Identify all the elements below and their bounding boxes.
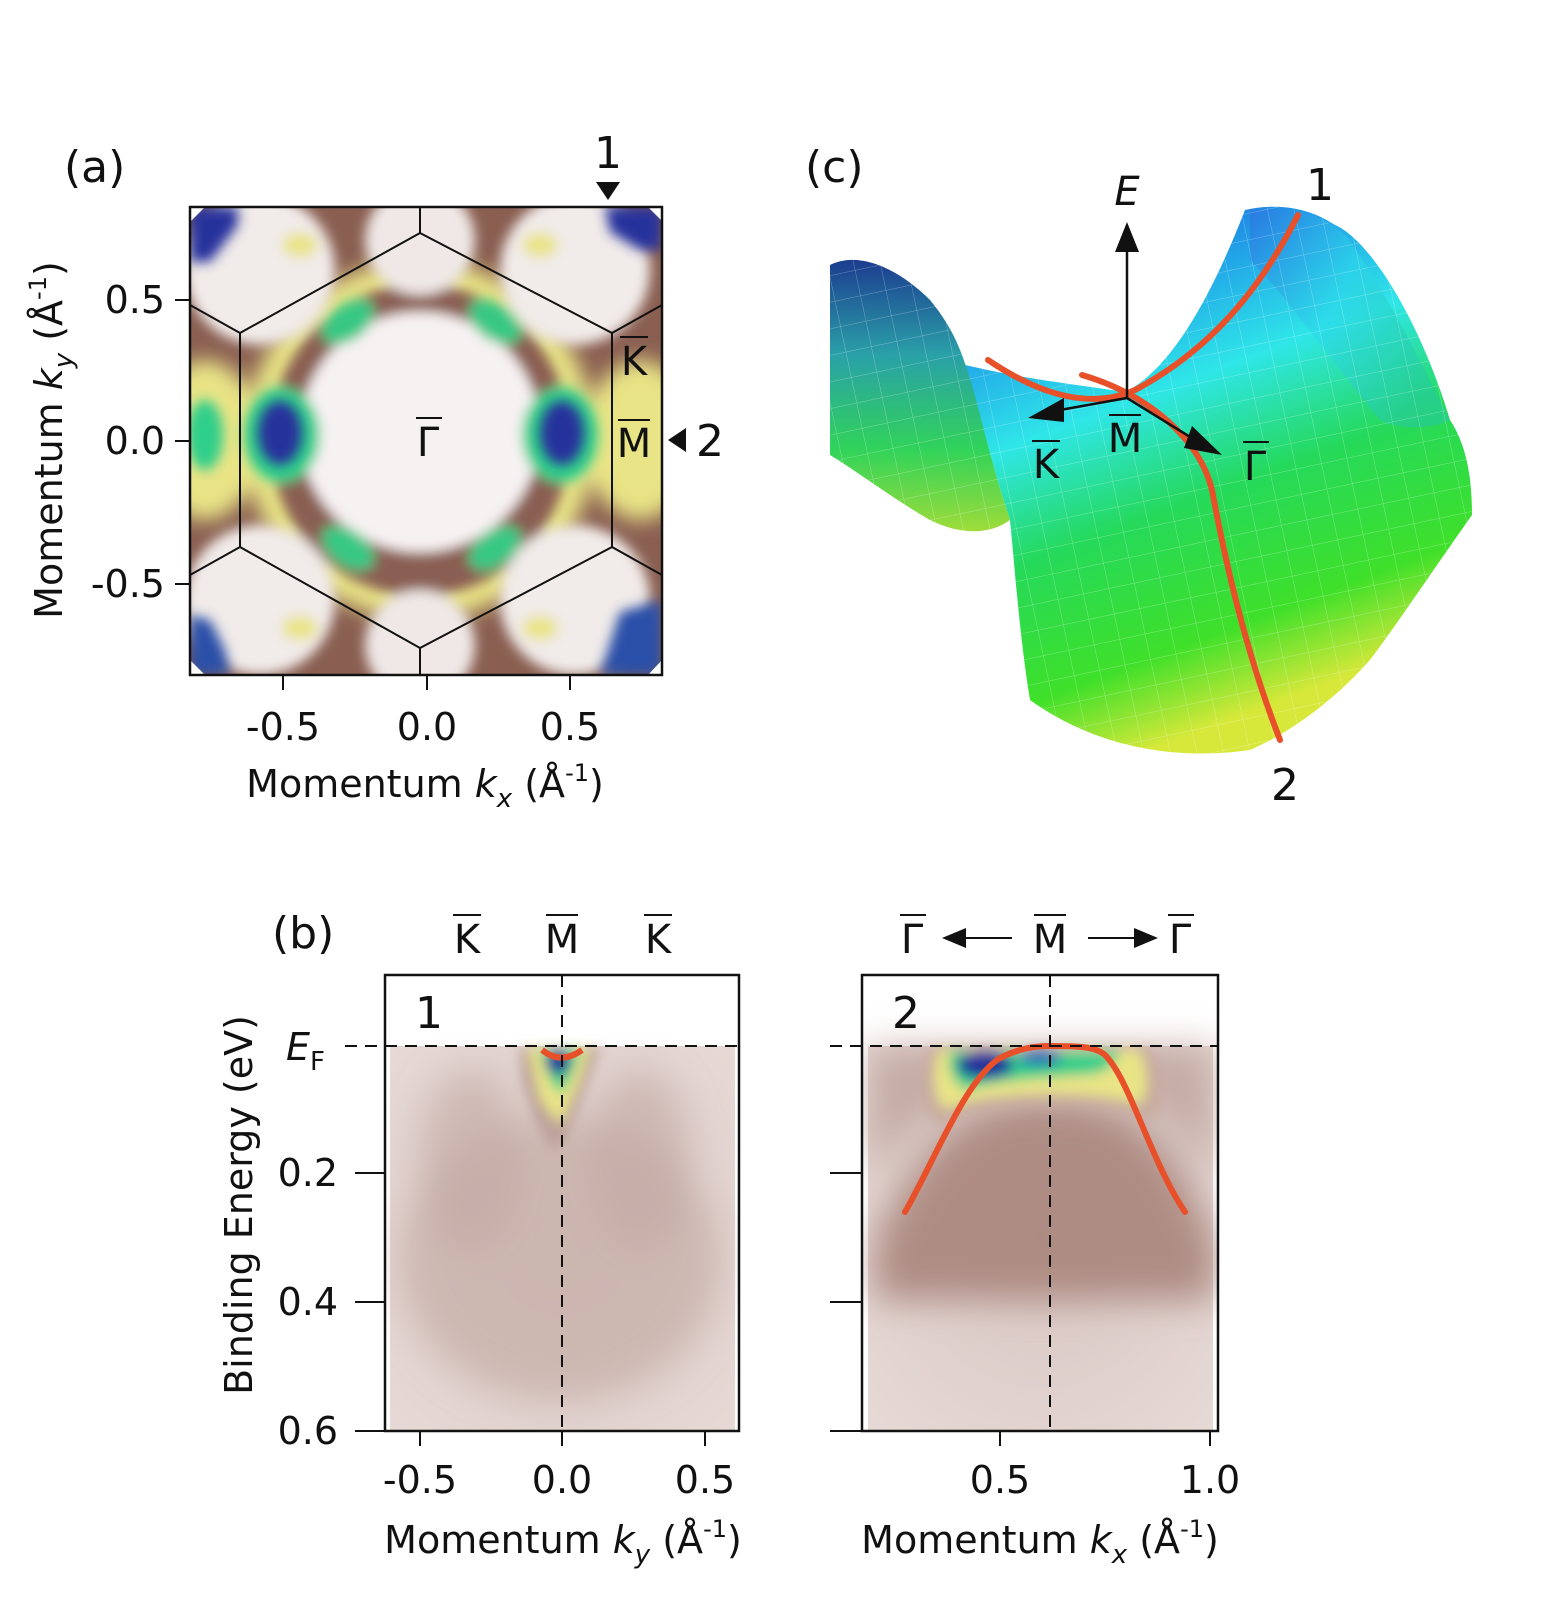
- a-xtick-00: 0.0: [397, 705, 457, 749]
- panel-a-ticks: [175, 299, 571, 690]
- svg-text:Γ: Γ: [901, 917, 924, 963]
- c-k-point-label: K: [1032, 440, 1061, 488]
- curve-1-label: 1: [1306, 160, 1334, 211]
- cut-2-index: 2: [892, 988, 920, 1039]
- svg-text:M: M: [1033, 917, 1068, 963]
- b1-top-k-left: K: [453, 914, 482, 963]
- panel-a: (a): [24, 128, 724, 814]
- panel-c: (c) E K M: [805, 142, 1472, 811]
- b2-xaxis-label: Momentum kx (Å-1): [861, 1515, 1219, 1570]
- c-m-point-label: M: [1108, 414, 1143, 462]
- c-gamma-point-label: Γ: [1243, 441, 1269, 490]
- spectrum-cut-2: [862, 975, 1218, 1431]
- b-ytick-02: 0.2: [278, 1151, 338, 1195]
- gamma-point-label: Γ: [416, 417, 442, 466]
- arrow-right-icon: [1184, 426, 1222, 455]
- a-ytick-00: 0.0: [105, 419, 165, 463]
- svg-text:K: K: [1033, 442, 1061, 488]
- svg-text:2: 2: [696, 416, 724, 467]
- b1-top-m: M: [545, 914, 580, 963]
- arrow-right-icon: [1134, 928, 1158, 948]
- svg-text:K: K: [454, 917, 482, 963]
- band-curve-1: [985, 212, 1301, 402]
- a-xtick-neg05: -0.5: [246, 705, 320, 749]
- dashed-guides: [345, 975, 1218, 1431]
- b1-top-k-right: K: [644, 914, 673, 963]
- panel-b: (b) 1: [217, 908, 1240, 1570]
- cut-2-marker: 2: [668, 416, 724, 467]
- a-ytick-neg05: -0.5: [91, 562, 165, 606]
- b-ytick-04: 0.4: [278, 1280, 338, 1324]
- b1-xtick-05: 0.5: [675, 1458, 735, 1502]
- b1-xtick-00: 0.0: [532, 1458, 592, 1502]
- a-yaxis-label: Momentum ky (Å-1): [24, 261, 79, 619]
- panel-a-label: (a): [64, 142, 125, 193]
- svg-text:K: K: [621, 339, 649, 385]
- svg-text:1: 1: [594, 128, 622, 179]
- b2-xtick-05: 0.5: [970, 1458, 1030, 1502]
- b2-top-gamma-left: Γ: [900, 914, 926, 963]
- a-ytick-05: 0.5: [105, 278, 165, 322]
- svg-text:Γ: Γ: [417, 420, 440, 466]
- b1-xaxis-label: Momentum ky (Å-1): [384, 1515, 742, 1570]
- svg-text:Γ: Γ: [1169, 917, 1192, 963]
- b2-top-gamma-right: Γ: [1168, 914, 1194, 963]
- fermi-surface-map: [190, 207, 662, 675]
- panel-c-label: (c): [805, 142, 864, 193]
- band-curve-2: [1079, 372, 1283, 743]
- arrow-up-icon: [1115, 222, 1139, 252]
- svg-text:M: M: [1108, 416, 1143, 462]
- m-point-label: M: [617, 419, 652, 467]
- b-ytick-06: 0.6: [278, 1409, 338, 1453]
- curve-2-label: 2: [1271, 760, 1299, 811]
- b2-top-m: M: [1033, 914, 1068, 963]
- b-yaxis-label: Binding Energy (eV): [217, 1015, 261, 1395]
- arrow-left-icon: [942, 928, 966, 948]
- svg-text:Γ: Γ: [1244, 444, 1267, 490]
- e-axis-label: E: [1114, 169, 1140, 215]
- arrow-down-icon: [596, 182, 620, 200]
- svg-text:M: M: [545, 917, 580, 963]
- b2-xtick-10: 1.0: [1180, 1458, 1240, 1502]
- cut-1-marker: 1: [594, 128, 622, 200]
- arrow-left-icon: [668, 428, 686, 452]
- saddle-surface: [830, 206, 1472, 754]
- k-point-label: K: [620, 336, 649, 385]
- svg-text:K: K: [645, 917, 673, 963]
- fermi-level-label: EF: [286, 1025, 325, 1077]
- svg-text:M: M: [617, 421, 652, 467]
- a-xaxis-label: Momentum kx (Å-1): [246, 759, 604, 814]
- brillouin-zone-hexagon: [190, 207, 662, 675]
- b1-xtick-neg05: -0.5: [383, 1458, 457, 1502]
- panel-b-label: (b): [272, 908, 334, 959]
- arrow-left-icon: [1028, 398, 1064, 422]
- cut-1-index: 1: [415, 988, 443, 1039]
- a-xtick-05: 0.5: [540, 705, 600, 749]
- panel-b-yticks: [355, 1172, 862, 1432]
- spectrum-cut-2-frame: [860, 973, 1220, 1433]
